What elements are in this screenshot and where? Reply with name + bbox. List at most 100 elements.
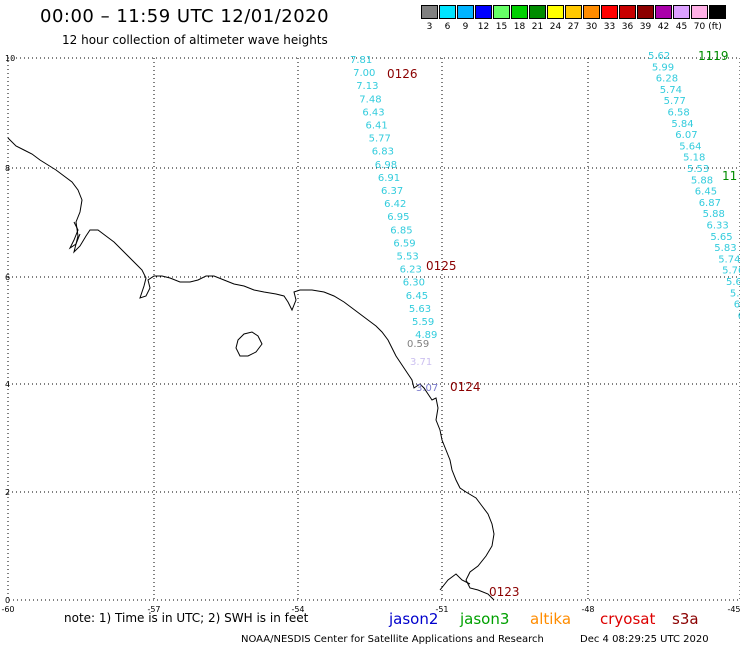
legend-swatch [673, 5, 690, 19]
wave-height-value: 5.53 [397, 252, 419, 263]
x-tick-label: -51 [435, 605, 448, 614]
legend-label: 45 [675, 22, 688, 32]
map-frame [7, 57, 740, 601]
estuary-path [68, 221, 81, 250]
legend-label: 24 [549, 22, 562, 32]
altimeter-tracks: 7.81 7.00 7.13 7.48 6.43 6.41 5.77 6.83 6.98 6.91… [350, 49, 740, 599]
axis-tick-labels: -60 -57 -54 -51 -48 -45 10 8 6 4 2 0 [1, 54, 740, 614]
wave-height-value: 7.13 [356, 81, 378, 92]
coastline [7, 137, 495, 601]
wave-height-value: 5.18 [683, 153, 705, 164]
x-tick-label: -48 [581, 605, 594, 614]
legend-swatch [529, 5, 546, 19]
wave-height-value: 5.74 [718, 254, 740, 265]
wave-height-value: 6.42 [384, 199, 406, 210]
wave-height-value: 5.76 [722, 266, 740, 277]
wave-height-value: 6.59 [393, 238, 415, 249]
legend-swatch [421, 5, 438, 19]
wave-height-value: 6.98 [375, 160, 397, 171]
wave-height-value: 7.48 [359, 94, 381, 105]
wave-height-value: 6.43 [362, 107, 384, 118]
wave-height-value: 7.00 [353, 68, 375, 79]
wave-height-value: 5.99 [652, 62, 674, 73]
y-tick-label: 10 [5, 54, 15, 63]
x-tick-label: -57 [147, 605, 160, 614]
wave-height-value: 6.4 [734, 300, 740, 311]
legend-unit: (ft) [708, 22, 722, 32]
legend-label: 39 [639, 22, 652, 32]
wave-height-value: 5.65 [710, 232, 732, 243]
legend-swatch [565, 5, 582, 19]
wave-height-value: 5.62 [648, 51, 670, 62]
coastline-path [7, 137, 495, 601]
wave-height-value: 6.45 [695, 187, 717, 198]
legend-label: 70 [693, 22, 706, 32]
satellite-name: cryosat [600, 610, 656, 628]
pass-label: 11 [722, 169, 737, 183]
satellite-name: jason3 [460, 610, 510, 628]
legend-swatch [619, 5, 636, 19]
wave-height-value: 5.88 [691, 175, 713, 186]
x-tick-label: -45 [727, 605, 740, 614]
wave-height-value: 6.45 [406, 291, 428, 302]
legend-label: 6 [444, 22, 451, 32]
satellite-name: altika [530, 610, 572, 628]
wave-height-value: 6.41 [366, 121, 388, 132]
legend-swatch [655, 5, 672, 19]
legend-label: 21 [531, 22, 544, 32]
legend-label: 33 [603, 22, 616, 32]
wave-height-value: 5.88 [703, 209, 725, 220]
pass-label: 1119 [698, 49, 729, 63]
legend-swatch [439, 5, 456, 19]
pass-label: 0124 [450, 380, 481, 394]
legend-swatch [547, 5, 564, 19]
wave-height-value: 5.66 [726, 277, 740, 288]
wave-height-value: 5.83 [714, 243, 736, 254]
wave-height-value: 6.95 [387, 212, 409, 223]
wave-height-value: 6.85 [390, 225, 412, 236]
legend-swatch [475, 5, 492, 19]
wave-height-value: 0.59 [407, 339, 429, 350]
wave-height-value: 5.74 [660, 85, 682, 96]
map-subtitle: 12 hour collection of altimeter wave hei… [62, 33, 328, 47]
legend-label: 9 [462, 22, 469, 32]
legend-label: 15 [495, 22, 508, 32]
y-tick-label: 8 [5, 164, 10, 173]
legend-label: 3 [426, 22, 433, 32]
lat-lon-grid [7, 57, 740, 601]
wave-height-value: 5.84 [671, 119, 693, 130]
timestamp-text: Dec 4 08:29:25 UTC 2020 [580, 634, 709, 645]
wave-height-value: 5.7 [730, 288, 740, 299]
credit-text: NOAA/NESDIS Center for Satellite Applica… [241, 634, 544, 645]
wave-height-value: 7.81 [350, 55, 372, 66]
wave-height-value: 6.30 [403, 278, 425, 289]
legend-label: 42 [657, 22, 670, 32]
legend-label: 36 [621, 22, 634, 32]
legend-swatch [601, 5, 618, 19]
x-tick-label: -60 [1, 605, 14, 614]
wave-height-value: 6.28 [656, 74, 678, 85]
pass-label: 0125 [426, 259, 457, 273]
legend-swatch [493, 5, 510, 19]
y-tick-label: 6 [5, 273, 10, 282]
footer-note: note: 1) Time is in UTC; 2) SWH is in fe… [64, 611, 309, 625]
wave-height-value: 5.63 [409, 304, 431, 315]
legend-swatch [637, 5, 654, 19]
legend-label: 12 [477, 22, 490, 32]
legend-label: 18 [513, 22, 526, 32]
legend-swatch [691, 5, 708, 19]
wave-height-value: 6.91 [378, 173, 400, 184]
wave-height-value: 6 [738, 311, 740, 322]
y-tick-label: 4 [5, 380, 10, 389]
legend-swatch [511, 5, 528, 19]
wave-height-value: 3.07 [416, 383, 438, 394]
x-tick-label: -54 [291, 605, 304, 614]
wave-height-value: 6.23 [400, 265, 422, 276]
wave-height-value: 5.77 [369, 134, 391, 145]
wave-height-value: 5.53 [687, 164, 709, 175]
legend-label: 30 [585, 22, 598, 32]
legend-label: 27 [567, 22, 580, 32]
y-tick-label: 0 [5, 596, 10, 605]
bay-path [439, 573, 471, 591]
